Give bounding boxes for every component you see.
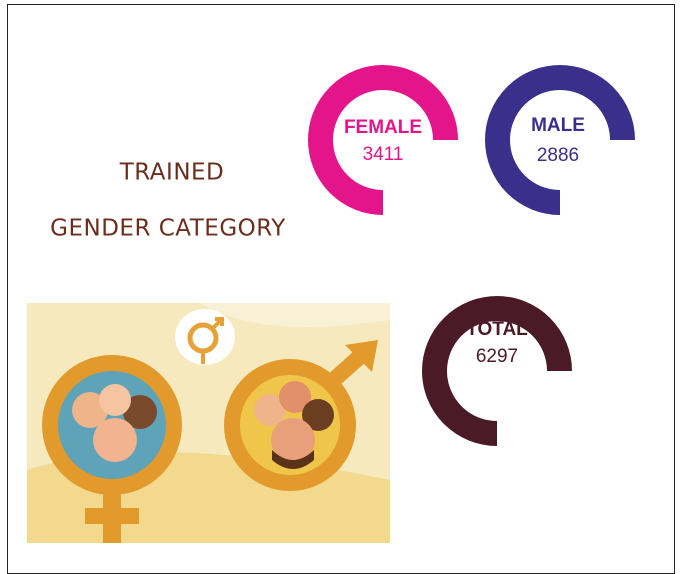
ring bbox=[498, 78, 623, 203]
stat-label: FEMALE bbox=[344, 117, 422, 138]
page: {"title": {"line1": "TRAINED", "line2": … bbox=[0, 0, 683, 562]
title-line: TRAINED bbox=[119, 160, 225, 186]
stat-value: 3411 bbox=[363, 144, 404, 165]
title-line: GENDER CATEGORY bbox=[50, 216, 286, 242]
illustration bbox=[27, 303, 390, 543]
stat-value: 2886 bbox=[537, 145, 579, 166]
stat-value: 6297 bbox=[476, 346, 518, 367]
stat-label: MALE bbox=[531, 115, 585, 136]
infographic: TRAINED GENDER CATEGORY FEMALE 3411 MALE… bbox=[0, 0, 683, 562]
ring bbox=[321, 78, 446, 203]
stat-label: TOTAL bbox=[466, 319, 528, 340]
